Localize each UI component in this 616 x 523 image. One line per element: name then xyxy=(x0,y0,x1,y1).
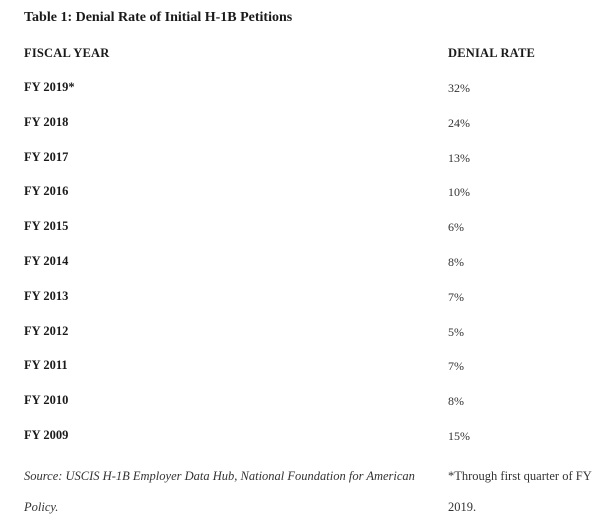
table-row: FY 2009 15% xyxy=(0,419,616,454)
fiscal-year-cell: FY 2009 xyxy=(24,427,69,442)
table-row: FY 2015 6% xyxy=(0,210,616,245)
table-title: Table 1: Denial Rate of Initial H-1B Pet… xyxy=(24,10,293,25)
denial-rate-cell: 7% xyxy=(448,289,464,304)
table-row: FY 2010 8% xyxy=(0,384,616,419)
denial-rate-cell: 8% xyxy=(448,254,464,269)
denial-rate-cell: 10% xyxy=(448,185,470,200)
fiscal-year-cell: FY 2015 xyxy=(24,219,69,234)
denial-rate-cell: 32% xyxy=(448,81,470,95)
column-header-fiscal-year: FISCAL YEAR xyxy=(24,46,110,60)
table-body: FY 2019* 32% FY 2018 24% FY 2017 13% FY … xyxy=(0,71,616,454)
fiscal-year-cell: FY 2013 xyxy=(24,288,69,303)
denial-rate-cell: 24% xyxy=(448,115,470,130)
fiscal-year-cell: FY 2014 xyxy=(24,253,69,268)
denial-rate-cell: 8% xyxy=(448,394,464,409)
table-row: FY 2019* 32% xyxy=(0,71,616,106)
fiscal-year-cell: FY 2012 xyxy=(24,323,69,338)
denial-rate-cell: 13% xyxy=(448,150,470,165)
denial-rate-cell: 7% xyxy=(448,359,464,374)
denial-rate-cell: 5% xyxy=(448,324,464,339)
fiscal-year-cell: FY 2016 xyxy=(24,184,69,199)
fiscal-year-cell: FY 2010 xyxy=(24,393,69,408)
source-note: Source: USCIS H-1B Employer Data Hub, Na… xyxy=(24,469,415,514)
denial-rate-cell: 15% xyxy=(448,428,470,443)
table-row: FY 2012 5% xyxy=(0,315,616,350)
denial-rate-cell: 6% xyxy=(448,220,464,235)
fiscal-year-cell: FY 2011 xyxy=(24,358,68,373)
fiscal-year-cell: FY 2019* xyxy=(24,80,75,94)
column-header-denial-rate: DENIAL RATE xyxy=(448,46,536,60)
table-row: FY 2013 7% xyxy=(0,280,616,315)
table-row: FY 2011 7% xyxy=(0,349,616,384)
table-row: FY 2014 8% xyxy=(0,245,616,280)
table-row: FY 2017 13% xyxy=(0,141,616,176)
table-row: FY 2018 24% xyxy=(0,106,616,141)
fiscal-year-cell: FY 2017 xyxy=(24,149,69,164)
fiscal-year-cell: FY 2018 xyxy=(24,114,69,129)
footnote: *Through first quarter of FY 2019. xyxy=(448,469,592,514)
table-row: FY 2016 10% xyxy=(0,175,616,210)
